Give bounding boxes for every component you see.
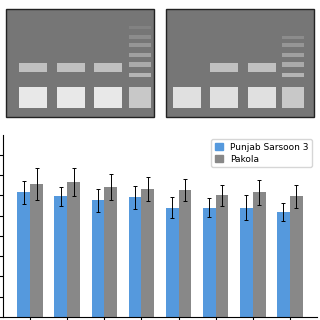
Bar — [179, 190, 191, 317]
Bar — [19, 87, 47, 108]
Bar — [18, 192, 30, 317]
Bar — [282, 62, 304, 67]
Bar — [282, 73, 304, 77]
Bar — [6, 9, 154, 117]
Bar — [30, 184, 44, 317]
Bar — [57, 63, 85, 73]
Bar — [282, 43, 304, 47]
Bar — [282, 53, 304, 57]
Bar — [54, 196, 68, 317]
Bar — [19, 63, 47, 73]
Bar — [92, 201, 104, 317]
Bar — [129, 35, 151, 39]
Bar — [248, 63, 276, 73]
Bar — [104, 187, 117, 317]
Bar — [276, 212, 290, 317]
Bar — [129, 62, 151, 67]
Bar — [216, 196, 228, 317]
Bar — [203, 208, 216, 317]
Bar — [94, 63, 122, 73]
Bar — [141, 189, 155, 317]
Bar — [166, 9, 314, 117]
Bar — [94, 87, 122, 108]
Bar — [172, 87, 201, 108]
Bar — [210, 87, 238, 108]
Bar — [129, 197, 141, 317]
Bar — [240, 208, 252, 317]
Bar — [248, 87, 276, 108]
Bar — [129, 43, 151, 47]
Bar — [129, 87, 151, 108]
Bar — [68, 182, 80, 317]
Legend: Punjab Sarsoon 3, Pakola: Punjab Sarsoon 3, Pakola — [211, 139, 312, 167]
Bar — [129, 27, 151, 29]
Bar — [282, 87, 304, 108]
Bar — [290, 196, 302, 317]
Bar — [57, 87, 85, 108]
Bar — [252, 192, 266, 317]
Bar — [165, 208, 179, 317]
Bar — [282, 36, 304, 39]
Bar — [129, 73, 151, 77]
Bar — [129, 53, 151, 57]
Bar — [210, 63, 238, 73]
